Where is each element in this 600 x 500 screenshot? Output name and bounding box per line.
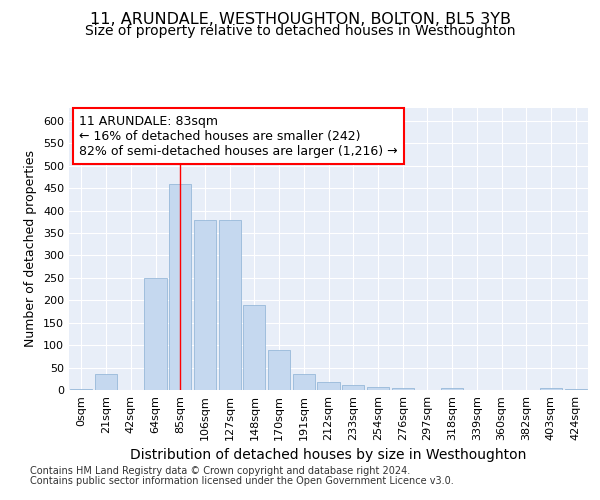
Bar [367, 388, 389, 390]
Bar [145, 278, 167, 390]
Bar [218, 220, 241, 390]
Bar [194, 220, 216, 390]
Text: Contains HM Land Registry data © Crown copyright and database right 2024.: Contains HM Land Registry data © Crown c… [30, 466, 410, 476]
Text: 11, ARUNDALE, WESTHOUGHTON, BOLTON, BL5 3YB: 11, ARUNDALE, WESTHOUGHTON, BOLTON, BL5 … [89, 12, 511, 28]
Bar [317, 382, 340, 390]
Text: Size of property relative to detached houses in Westhoughton: Size of property relative to detached ho… [85, 24, 515, 38]
Bar [441, 388, 463, 390]
Bar [243, 305, 265, 390]
Bar [268, 350, 290, 390]
Bar [70, 389, 92, 390]
Text: 11 ARUNDALE: 83sqm
← 16% of detached houses are smaller (242)
82% of semi-detach: 11 ARUNDALE: 83sqm ← 16% of detached hou… [79, 114, 398, 158]
X-axis label: Distribution of detached houses by size in Westhoughton: Distribution of detached houses by size … [130, 448, 527, 462]
Bar [540, 388, 562, 390]
Y-axis label: Number of detached properties: Number of detached properties [25, 150, 37, 348]
Bar [293, 374, 315, 390]
Bar [392, 388, 414, 390]
Bar [169, 184, 191, 390]
Text: Contains public sector information licensed under the Open Government Licence v3: Contains public sector information licen… [30, 476, 454, 486]
Bar [95, 374, 117, 390]
Bar [565, 389, 587, 390]
Bar [342, 384, 364, 390]
